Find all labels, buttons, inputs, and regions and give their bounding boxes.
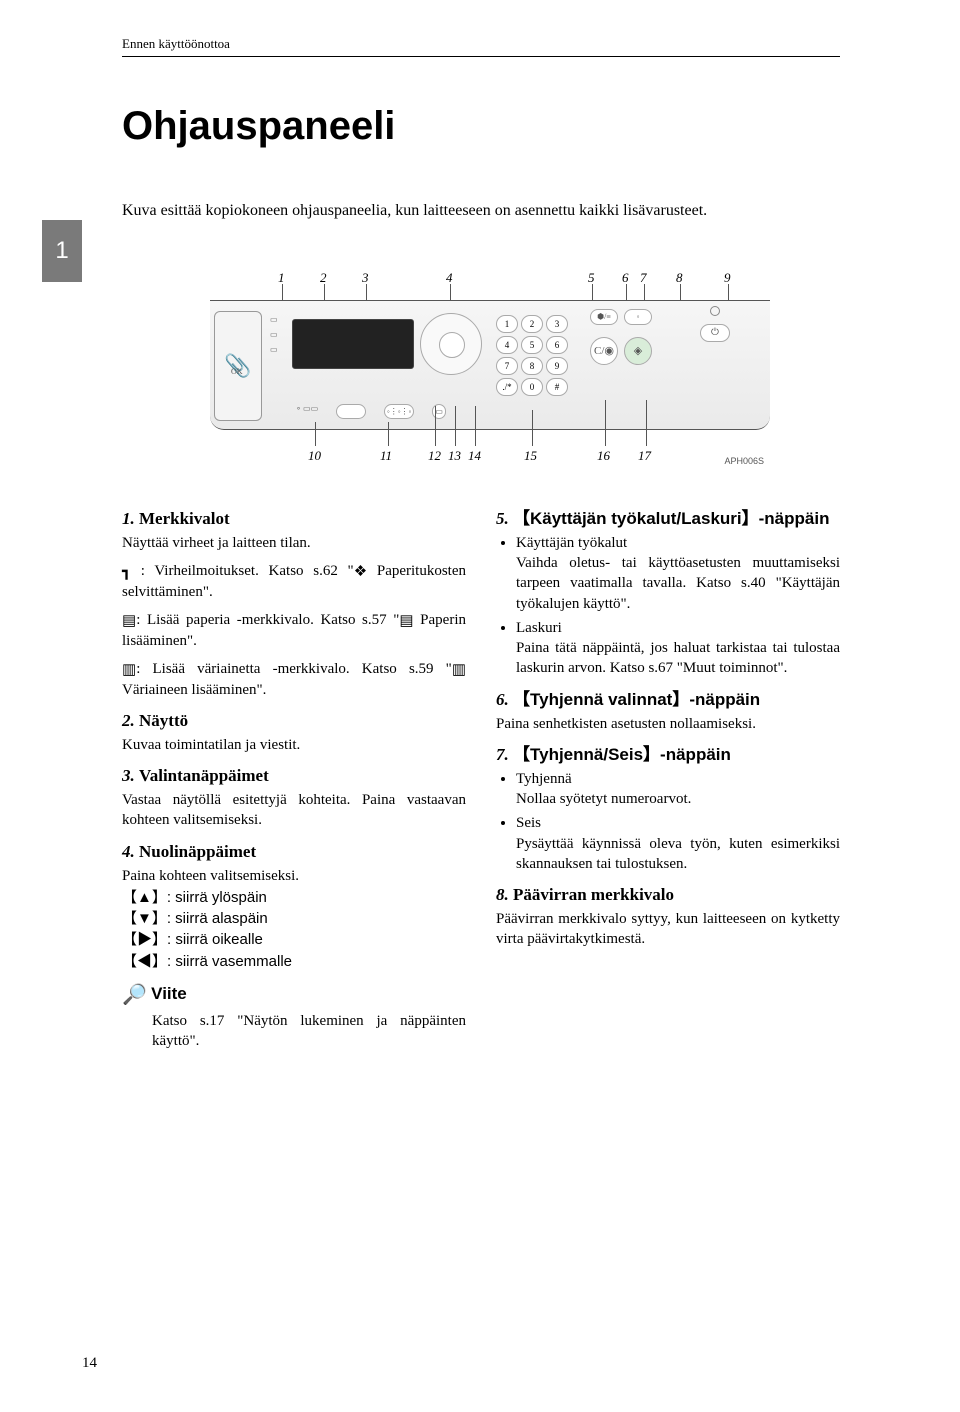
main-power-led: [710, 306, 720, 316]
item-1-body-b: ┓ : Virheilmoitukset. Katso s.62 "❖ Pape…: [122, 561, 466, 602]
key-5: 5: [521, 336, 543, 354]
item-7-bullet-2: Seis Pysäyttää käynnissä oleva työn, kut…: [516, 813, 840, 874]
power-button: ⏻: [700, 324, 730, 342]
item-2-body: Kuvaa toimintatilan ja viestit.: [122, 735, 466, 755]
arrow-down-line: 【▼】: siirrä alaspäin: [122, 909, 466, 929]
key-3: 3: [546, 315, 568, 333]
status-leds: ▭▭▭: [270, 315, 290, 354]
item-2-heading: 2. Näyttö: [122, 710, 466, 733]
leader-line: [646, 400, 647, 446]
callout-10: 10: [308, 448, 321, 464]
leader-line: [388, 422, 389, 446]
key-7: 7: [496, 357, 518, 375]
item-5-list: Käyttäjän työkalut Vaihda oletus- tai kä…: [496, 533, 840, 679]
key-hash: #: [546, 378, 568, 396]
key-star: ./*: [496, 378, 518, 396]
clear-modes-button: ◦: [624, 309, 652, 325]
item-1-heading: 1. Merkkivalot: [122, 508, 466, 531]
right-column: 5. 【Käyttäjän työkalut/Laskuri】-näppäin …: [496, 498, 840, 1059]
leader-line: [435, 406, 436, 446]
item-1-body-a: Näyttää virheet ja laitteen tilan.: [122, 533, 466, 553]
item-8-heading: 8. Päävirran merkkivalo: [496, 884, 840, 907]
item-6-heading: 6. 【Tyhjennä valinnat】-näppäin: [496, 689, 840, 712]
callout-14: 14: [468, 448, 481, 464]
control-buttons: ⬢/≡ ◦ C/◉ ◈: [590, 309, 670, 365]
user-tools-button: ⬢/≡: [590, 309, 618, 325]
arrow-right-line: 【▶】: siirrä oikealle: [122, 930, 466, 950]
paper-icon: ▤: [122, 611, 136, 631]
reference-heading: 🔎 Viite: [122, 982, 466, 1009]
leader-line: [315, 422, 316, 446]
jam-icon: ❖: [354, 562, 367, 582]
toner-add-icon: ▥: [452, 660, 466, 680]
leader-line: [455, 406, 456, 446]
lcd-display: [292, 319, 414, 369]
leader-line: [475, 406, 476, 446]
power-area: ⏻: [680, 306, 750, 342]
select-btn-1: [336, 404, 366, 419]
key-2: 2: [521, 315, 543, 333]
error-icon: ┓: [122, 562, 131, 582]
clip-icon: 📎: [214, 311, 262, 421]
callout-11: 11: [380, 448, 392, 464]
numeric-keypad: 1 2 3 4 5 6 7 8 9 ./* 0 #: [496, 315, 576, 396]
arrow-up-line: 【▲】: siirrä ylöspäin: [122, 888, 466, 908]
page-title: Ohjauspaneeli: [122, 104, 395, 149]
control-panel-diagram: 1 2 3 4 5 6 7 8 9 📎 ▭▭▭ OK 1 2 3 4 5 6 7…: [210, 270, 770, 470]
running-header: Ennen käyttöönottoa: [122, 36, 230, 52]
item-7-heading: 7. 【Tyhjennä/Seis】-näppäin: [496, 744, 840, 767]
item-5-bullet-1: Käyttäjän työkalut Vaihda oletus- tai kä…: [516, 533, 840, 614]
item-1-body-d: ▥: Lisää väriainetta -merkkivalo. Katso …: [122, 659, 466, 700]
toner-icon: ▥: [122, 660, 136, 680]
panel-body: 📎 ▭▭▭ OK 1 2 3 4 5 6 7 8 9 ./* 0 # ⬢/≡ ◦…: [210, 300, 770, 430]
intro-paragraph: Kuva esittää kopiokoneen ohjauspaneelia,…: [122, 200, 840, 222]
key-4: 4: [496, 336, 518, 354]
item-5-bullet-2: Laskuri Paina tätä näppäintä, jos haluat…: [516, 618, 840, 679]
navigation-pad: [420, 313, 482, 375]
chapter-tab: 1: [42, 220, 82, 282]
item-4-body: Paina kohteen valitsemiseksi.: [122, 866, 466, 886]
callout-15: 15: [524, 448, 537, 464]
key-8: 8: [521, 357, 543, 375]
paper-add-icon: ▤: [399, 611, 413, 631]
item-7-bullet-1: Tyhjennä Nollaa syötetyt numeroarvot.: [516, 769, 840, 810]
clear-stop-button: C/◉: [590, 337, 618, 365]
ok-button: [439, 332, 465, 358]
item-6-body: Paina senhetkisten asetusten nollaamisek…: [496, 714, 840, 734]
key-6: 6: [546, 336, 568, 354]
callout-12: 12: [428, 448, 441, 464]
leader-line: [605, 400, 606, 446]
key-1: 1: [496, 315, 518, 333]
selection-row: ∘ ▭▭ ◦⋮◦⋮◦ ▭: [296, 404, 446, 419]
reference-body: Katso s.17 "Näytön lukeminen ja näppäint…: [152, 1011, 466, 1052]
item-7-list: Tyhjennä Nollaa syötetyt numeroarvot. Se…: [496, 769, 840, 874]
item-4-heading: 4. Nuolinäppäimet: [122, 841, 466, 864]
item-3-heading: 3. Valintanäppäimet: [122, 765, 466, 788]
item-3-body: Vastaa näytöllä esitettyjä kohteita. Pai…: [122, 790, 466, 831]
arrow-left-line: 【◀】: siirrä vasemmalle: [122, 952, 466, 972]
callout-13: 13: [448, 448, 461, 464]
reference-icon: 🔎: [122, 984, 147, 1006]
left-column: 1. Merkkivalot Näyttää virheet ja laitte…: [122, 498, 466, 1059]
select-btn-2: ◦⋮◦⋮◦: [384, 404, 414, 419]
key-9: 9: [546, 357, 568, 375]
callout-16: 16: [597, 448, 610, 464]
diagram-ref-code: APH006S: [724, 456, 764, 466]
key-0: 0: [521, 378, 543, 396]
header-rule: [122, 56, 840, 57]
leader-line: [532, 410, 533, 446]
callout-17: 17: [638, 448, 651, 464]
body-columns: 1. Merkkivalot Näyttää virheet ja laitte…: [122, 498, 840, 1059]
item-8-body: Päävirran merkkivalo syttyy, kun laittee…: [496, 909, 840, 950]
start-button: ◈: [624, 337, 652, 365]
page-number: 14: [82, 1355, 97, 1372]
item-1-body-c: ▤: Lisää paperia -merkkivalo. Katso s.57…: [122, 610, 466, 651]
item-5-heading: 5. 【Käyttäjän työkalut/Laskuri】-näppäin: [496, 508, 840, 531]
ok-label: OK: [231, 367, 243, 376]
